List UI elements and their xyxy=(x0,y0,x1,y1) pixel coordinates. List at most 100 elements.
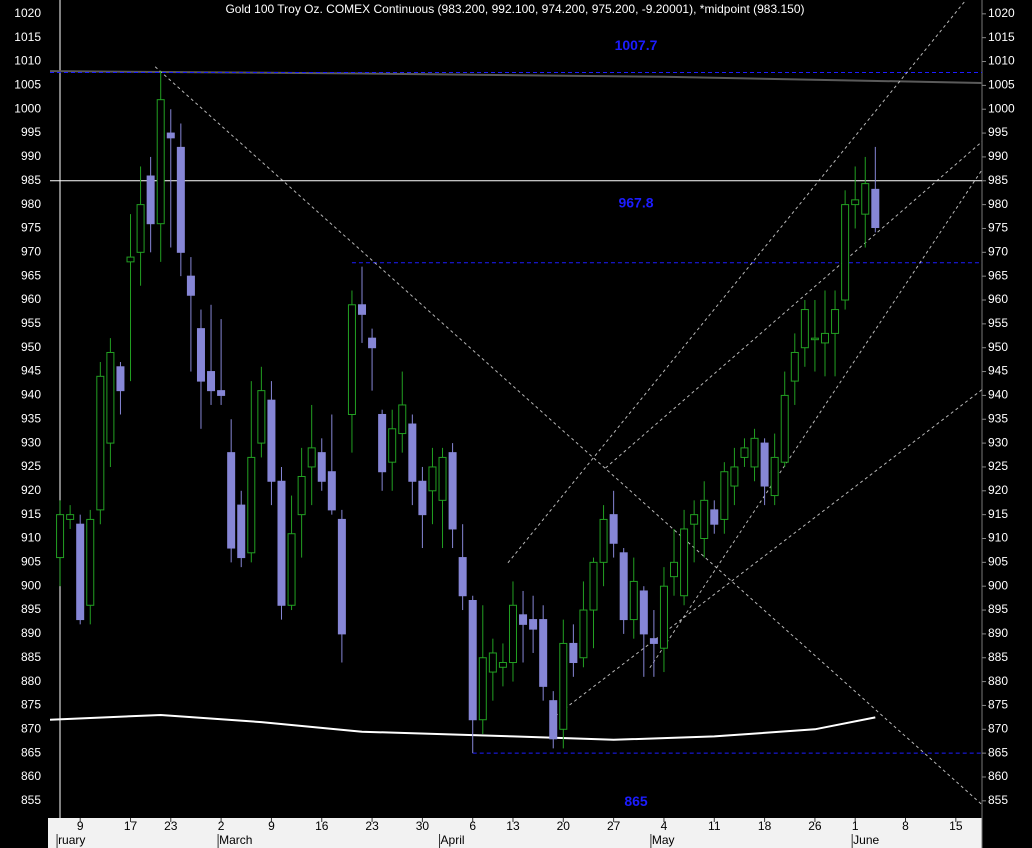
level-label: 1007.7 xyxy=(615,37,658,53)
candle-body xyxy=(659,585,668,649)
y-tick-label-left: 900 xyxy=(21,578,41,592)
candle-body xyxy=(841,204,850,301)
y-tick-label-right: 970 xyxy=(988,244,1008,258)
y-tick-label-right: 990 xyxy=(988,149,1008,163)
candle-body xyxy=(307,447,316,468)
y-tick-label-right: 1010 xyxy=(988,54,1015,68)
candle-body xyxy=(106,351,115,444)
candle-body xyxy=(649,638,658,644)
y-tick-label-left: 905 xyxy=(21,555,41,569)
candle-body xyxy=(810,337,819,341)
candle-body xyxy=(347,304,356,415)
candle-body xyxy=(418,480,427,516)
candle-body xyxy=(388,428,397,463)
candle-body xyxy=(760,442,769,487)
candle-body xyxy=(358,304,367,315)
y-tick-label-left: 995 xyxy=(21,125,41,139)
x-tick-label: 11 xyxy=(708,819,721,833)
candle-body xyxy=(176,146,185,253)
candle-body xyxy=(166,132,175,139)
candle-body xyxy=(76,523,85,621)
level-label: 967.8 xyxy=(618,195,653,211)
month-label: May xyxy=(652,833,675,847)
candle-body xyxy=(609,514,618,544)
y-tick-label-right: 890 xyxy=(988,626,1008,640)
trendline xyxy=(605,141,982,469)
y-tick-label-left: 915 xyxy=(21,507,41,521)
y-tick-label-right: 910 xyxy=(988,531,1008,545)
x-tick-label: 2 xyxy=(218,819,225,833)
moving-average xyxy=(50,713,876,741)
x-tick-label: 27 xyxy=(607,819,621,833)
candle-body xyxy=(438,456,447,501)
y-tick-label-right: 930 xyxy=(988,435,1008,449)
candle-body xyxy=(770,456,779,497)
y-tick-label-left: 895 xyxy=(21,602,41,616)
y-tick-label-right: 945 xyxy=(988,364,1008,378)
candle-body xyxy=(368,337,377,349)
y-tick-label-right: 1000 xyxy=(988,101,1015,115)
candle-body xyxy=(428,466,437,492)
trendline xyxy=(649,169,982,669)
y-tick-label-left: 980 xyxy=(21,197,41,211)
candle-body xyxy=(559,642,568,730)
chart-title: Gold 100 Troy Oz. COMEX Continuous (983.… xyxy=(225,2,804,16)
y-tick-label-right: 875 xyxy=(988,698,1008,712)
month-label: June xyxy=(853,833,879,847)
y-tick-label-right: 1015 xyxy=(988,30,1015,44)
candle-body xyxy=(56,514,65,559)
y-tick-label-left: 1015 xyxy=(14,30,41,44)
x-tick-label: 4 xyxy=(661,819,668,833)
candle-body xyxy=(247,456,256,554)
candle-body xyxy=(579,609,588,659)
y-tick-label-right: 935 xyxy=(988,411,1008,425)
candle-body xyxy=(116,366,125,392)
candle-body xyxy=(257,390,266,444)
y-tick-label-left: 860 xyxy=(21,769,41,783)
candle-body xyxy=(670,561,679,578)
candle-body xyxy=(448,452,457,530)
y-tick-label-right: 865 xyxy=(988,745,1008,759)
level-label: 865 xyxy=(624,793,648,809)
candle-body xyxy=(86,518,95,606)
candle-body xyxy=(267,399,276,482)
candle-body xyxy=(498,662,507,668)
candle-body xyxy=(569,642,578,664)
y-tick-label-right: 1020 xyxy=(988,6,1015,20)
y-tick-label-right: 915 xyxy=(988,507,1008,521)
y-tick-label-left: 925 xyxy=(21,459,41,473)
y-tick-label-left: 1000 xyxy=(14,101,41,115)
candle-body xyxy=(337,518,346,635)
x-tick-label: 23 xyxy=(365,819,379,833)
y-tick-label-left: 910 xyxy=(21,531,41,545)
y-tick-label-right: 895 xyxy=(988,602,1008,616)
candle-body xyxy=(96,375,105,511)
candle-body xyxy=(680,528,689,597)
x-tick-label: 20 xyxy=(557,819,571,833)
candle-body xyxy=(156,99,165,225)
y-tick-label-left: 920 xyxy=(21,483,41,497)
y-tick-label-left: 885 xyxy=(21,650,41,664)
candle-body xyxy=(831,309,840,334)
candle-body xyxy=(861,183,870,215)
y-tick-label-right: 975 xyxy=(988,221,1008,235)
y-tick-label-left: 965 xyxy=(21,268,41,282)
y-tick-label-left: 990 xyxy=(21,149,41,163)
trendline xyxy=(507,0,967,564)
y-tick-label-left: 1010 xyxy=(14,54,41,68)
candle-body xyxy=(207,371,216,392)
month-label: ruary xyxy=(58,833,85,847)
candle-body xyxy=(740,447,749,458)
candle-body xyxy=(549,700,558,740)
candle-body xyxy=(780,394,789,463)
candle-body xyxy=(277,480,286,606)
x-tick-label: 16 xyxy=(315,819,329,833)
candle-body xyxy=(820,332,829,344)
candle-body xyxy=(227,452,236,549)
candle-body xyxy=(66,514,75,520)
y-tick-label-left: 1020 xyxy=(14,6,41,20)
candle-body xyxy=(297,475,306,516)
x-tick-label: 9 xyxy=(268,819,275,833)
